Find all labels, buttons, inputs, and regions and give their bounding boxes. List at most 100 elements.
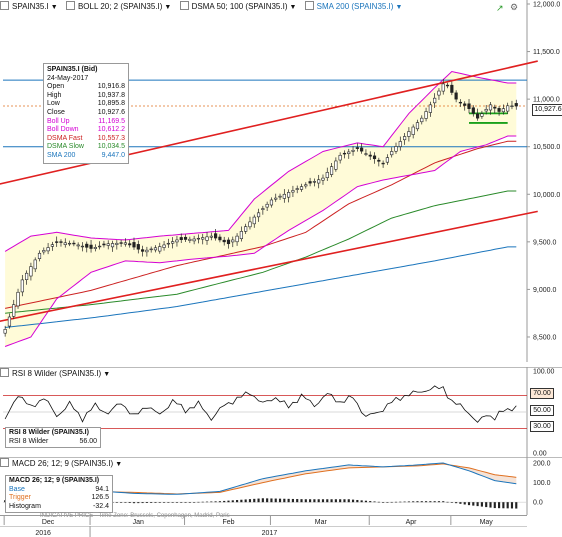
checkbox-icon[interactable] [0,458,9,467]
candle-body [119,242,123,244]
y-tick-label: 100.00 [533,369,555,376]
candle-body [183,236,188,240]
macd-histogram-bar [424,501,428,503]
dropdown-arrow-icon[interactable]: ▼ [103,371,111,378]
candle-body [484,108,488,112]
candle-body [510,105,514,108]
candle-body [67,242,72,245]
legend-item-boll[interactable]: BOLL 20; 2 (SPAIN35.I) ▼ [65,1,172,11]
macd-histogram-bar [141,502,144,504]
macd-histogram-bar [184,502,187,503]
y-tick-label: 0.00 [533,451,547,458]
rsi-legend-item[interactable]: RSI 8 Wilder (SPAIN35.I) ▼ [0,368,111,378]
macd-histogram-bar [223,500,226,503]
dropdown-arrow-icon[interactable]: ▼ [50,4,58,11]
macd-histogram-bar [502,502,505,509]
macd-histogram-bar [313,499,316,503]
rsi-legend: RSI 8 Wilder (SPAIN35.I) ▼ [0,367,200,381]
candle-body [25,272,29,280]
candle-body [377,159,381,162]
candle-body [16,291,20,307]
candle-body [282,193,286,199]
candle-body [226,239,231,245]
rsi-tag-30: 30.00 [530,421,554,432]
candle-body [192,238,196,242]
macd-histogram-bar [364,500,368,503]
macd-histogram-bar [240,499,243,503]
y-tick-label: 10,000.0 [533,192,560,199]
macd-row-value: -32.4 [93,502,109,510]
macd-histogram-bar [171,502,174,503]
info-row-label: Boll Up [47,117,70,125]
candle-body [411,126,415,135]
candle-body [218,236,222,241]
macd-histogram-bar [291,498,294,503]
candle-body [317,179,321,184]
checkbox-icon[interactable] [304,1,314,10]
settings-icon[interactable]: ⚙ [510,2,519,12]
macd-histogram-bar [253,498,256,503]
checkbox-icon[interactable] [0,368,9,377]
macd-row-label: Histogram [9,502,41,510]
rsi-pane[interactable]: 0.00 100.00 RSI 8 Wilder (SPAIN35.I) ▼ RSI… [0,367,562,457]
rsi-tag-70: 70.00 [530,388,554,399]
price-pane[interactable]: 8,500.0 9,000.0 9,500.0 10,000.0 10,500.0 11,… [0,0,562,362]
candle-body [488,104,493,111]
candle-body [437,90,441,96]
info-row-value: 10,612.2 [97,126,125,134]
trendline [0,210,538,323]
candle-body [269,199,274,206]
dropdown-arrow-icon[interactable]: ▼ [164,4,172,11]
dropdown-arrow-icon[interactable]: ▼ [289,4,297,11]
checkbox-icon[interactable] [0,1,9,10]
candle-body [136,244,140,250]
candle-body [46,247,50,252]
candle-body [467,103,471,109]
legend-item-dsma[interactable]: DSMA 50; 100 (SPAIN35.I) ▼ [179,1,297,11]
trend-arrow-icon[interactable]: ↗ [496,3,504,13]
y-tick-label: 100.0 [533,480,551,487]
candle-body [256,212,261,218]
y-tick-label: 12,000.0 [533,2,560,9]
info-row: SMA 200 9,447.0 [47,152,125,161]
macd-info-box: MACD 26; 12; 9 (SPAIN35.I) Base 94.1 Trigg… [5,475,113,514]
macd-histogram-bar [347,499,350,503]
macd-histogram-bar [150,502,153,503]
candle-body [476,113,480,119]
macd-histogram-bar [167,502,170,503]
candle-body [274,197,278,200]
candle-body [458,101,463,104]
info-row-value: 10,916.8 [97,83,125,91]
macd-legend-item[interactable]: MACD 26; 12; 9 (SPAIN35.I) ▼ [0,458,123,468]
macd-histogram-bar [132,502,136,504]
macd-histogram-bar [480,502,483,507]
legend-item-sma200[interactable]: SMA 200 (SPAIN35.I) ▼ [304,1,403,11]
dropdown-arrow-icon[interactable]: ▼ [395,4,403,11]
x-axis: Dec Jan Feb Mar Apr May 2016 2017 [0,515,527,537]
candle-body [214,233,218,239]
info-row-label: Open [47,83,65,91]
legend-item-spain35[interactable]: SPAIN35.I ▼ [0,1,58,11]
price-chart[interactable]: 8,500.0 9,000.0 9,500.0 10,000.0 10,500.0 11,… [0,0,562,362]
checkbox-icon[interactable] [65,1,75,10]
macd-histogram-bar [248,499,252,503]
candle-body [145,249,149,253]
macd-histogram-bar [128,502,131,503]
y-tick-label: 10,500.0 [533,144,560,151]
candle-body [420,117,424,123]
macd-histogram-bar [506,502,509,509]
rsi-row-label: RSI 8 Wilder [9,437,49,445]
candle-body [433,97,437,104]
candle-body [308,181,312,184]
candle-body [235,235,239,243]
candle-body [153,247,158,251]
info-title: SPAIN35.I (Bid) [47,66,98,73]
macd-histogram-bar [510,502,514,509]
candle-body [441,83,445,92]
dropdown-arrow-icon[interactable]: ▼ [115,461,123,468]
macd-histogram-bar [489,502,492,508]
dsma-slow-line [5,190,517,314]
macd-pane[interactable]: 0.0 100.0 200.0 MACD 26; 12; 9 (SPAIN35.I)… [0,457,562,515]
macd-histogram-bar [472,502,475,506]
checkbox-icon[interactable] [179,1,189,10]
